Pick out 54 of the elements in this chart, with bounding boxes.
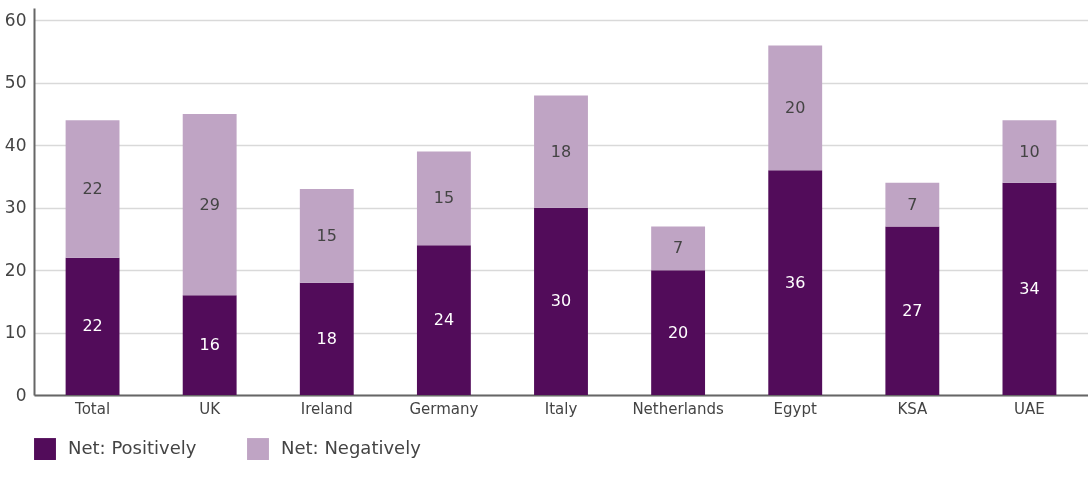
x-tick-label: Total [74,399,111,418]
data-label: 22 [82,179,103,199]
y-tick-label: 40 [4,134,27,155]
bar [299,189,354,283]
data-label: 15 [433,188,455,208]
bar [651,270,706,395]
y-tick-label: 20 [4,259,27,280]
data-label: 7 [673,238,684,258]
x-tick-label: Italy [544,399,578,418]
bar [299,282,354,395]
y-tick-label: 30 [4,197,27,218]
bar [534,95,588,208]
data-label: 34 [1019,278,1040,298]
bar [182,295,237,395]
data-label: 24 [433,310,455,330]
bar [768,45,823,171]
bar [416,151,471,246]
legend-label: Net: Positively [68,437,197,459]
bar [182,114,237,296]
x-tick-label: KSA [897,399,929,418]
y-tick-label: 50 [4,72,27,93]
x-tick-label: Egypt [773,399,817,418]
legend-label: Net: Negatively [281,437,422,459]
data-label: 20 [785,97,806,117]
bar [768,170,823,395]
data-label: 10 [1019,141,1040,161]
y-tick-label: 0 [15,384,27,405]
data-label: 18 [316,328,337,348]
bar [65,257,120,395]
bar [885,226,940,395]
data-label: 27 [902,300,923,320]
data-label: 36 [785,272,806,292]
bar [1002,120,1057,183]
bar [885,182,940,227]
bar [651,226,706,271]
y-tick-label: 60 [4,9,27,30]
data-label: 29 [199,194,220,214]
x-tick-label: UK [199,399,222,418]
data-label: 30 [550,291,572,311]
data-label: 15 [316,225,337,245]
data-label: 7 [907,194,918,214]
data-label: 18 [550,141,572,161]
y-tick-label: 10 [4,322,27,343]
bar [416,245,471,395]
data-label: 16 [199,335,220,355]
bar [1002,182,1057,395]
bar [65,120,120,258]
x-tick-label: Ireland [300,399,353,418]
x-tick-label: Germany [409,399,479,418]
x-tick-label: UAE [1014,399,1045,418]
data-label: 20 [667,322,689,342]
x-tick-label: Netherlands [632,399,725,418]
bar [534,207,588,395]
data-label: 22 [82,316,103,336]
